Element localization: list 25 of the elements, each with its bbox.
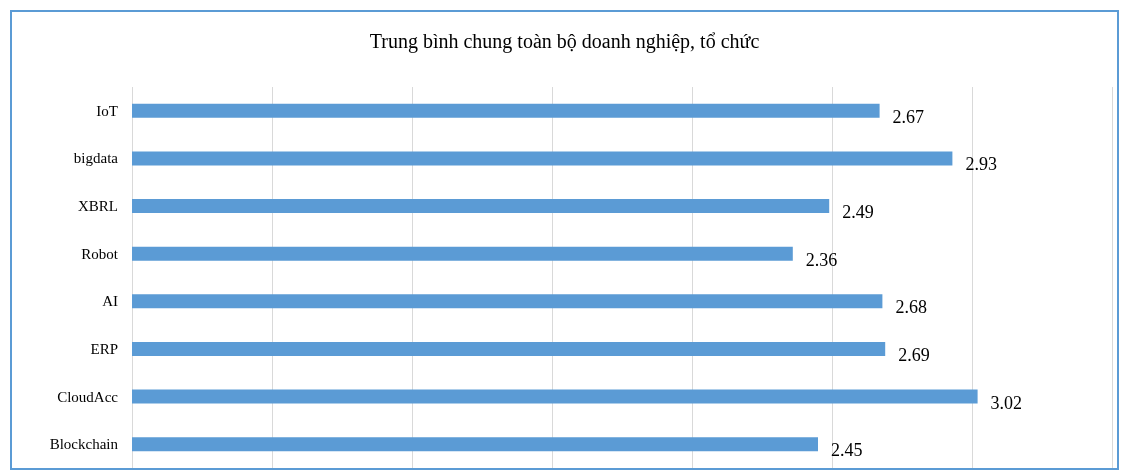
y-tick-label: IoT (96, 102, 118, 119)
data-label: 2.36 (805, 249, 838, 270)
y-tick-label: Blockchain (49, 436, 119, 453)
data-label: 2.67 (892, 106, 925, 127)
y-tick-label: CloudAcc (57, 388, 119, 405)
y-tick-label: ERP (90, 340, 118, 357)
y-tick-label: bigdata (73, 150, 119, 167)
data-label: 2.45 (831, 440, 863, 461)
bar (132, 103, 880, 118)
bar (132, 199, 830, 214)
data-label: 2.49 (842, 202, 874, 223)
bar (132, 151, 953, 166)
data-label: 2.69 (898, 344, 930, 365)
chart-title: Trung bình chung toàn bộ doanh nghiệp, tổ chức (369, 30, 760, 53)
y-tick-label: AI (102, 293, 118, 310)
data-label: 3.02 (990, 392, 1023, 413)
bar (132, 294, 883, 309)
bar (132, 389, 978, 404)
bar (132, 437, 818, 452)
y-tick-label: Robot (81, 245, 119, 262)
data-label: 2.68 (895, 297, 927, 318)
y-tick-label: XBRL (77, 198, 118, 215)
data-label: 2.93 (965, 154, 997, 175)
bar (132, 246, 793, 261)
bar (132, 341, 886, 356)
